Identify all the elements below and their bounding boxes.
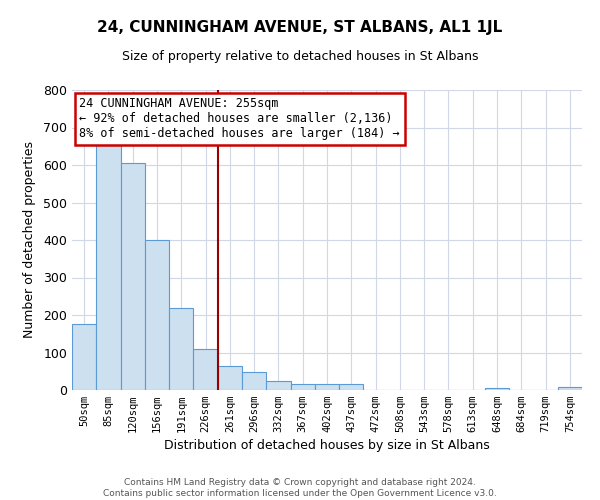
Bar: [558, 387, 582, 390]
Bar: [242, 372, 266, 390]
Bar: [315, 384, 339, 390]
Bar: [72, 324, 96, 390]
Text: 24, CUNNINGHAM AVENUE, ST ALBANS, AL1 1JL: 24, CUNNINGHAM AVENUE, ST ALBANS, AL1 1J…: [97, 20, 503, 35]
Text: Contains HM Land Registry data © Crown copyright and database right 2024.
Contai: Contains HM Land Registry data © Crown c…: [103, 478, 497, 498]
Y-axis label: Number of detached properties: Number of detached properties: [23, 142, 36, 338]
Bar: [266, 380, 290, 390]
Bar: [485, 388, 509, 390]
Text: Size of property relative to detached houses in St Albans: Size of property relative to detached ho…: [122, 50, 478, 63]
Bar: [145, 240, 169, 390]
Bar: [193, 349, 218, 390]
Bar: [121, 163, 145, 390]
Bar: [218, 366, 242, 390]
Bar: [290, 384, 315, 390]
Bar: [169, 308, 193, 390]
X-axis label: Distribution of detached houses by size in St Albans: Distribution of detached houses by size …: [164, 440, 490, 452]
Text: 24 CUNNINGHAM AVENUE: 255sqm
← 92% of detached houses are smaller (2,136)
8% of : 24 CUNNINGHAM AVENUE: 255sqm ← 92% of de…: [79, 98, 400, 140]
Bar: [339, 384, 364, 390]
Bar: [96, 142, 121, 390]
